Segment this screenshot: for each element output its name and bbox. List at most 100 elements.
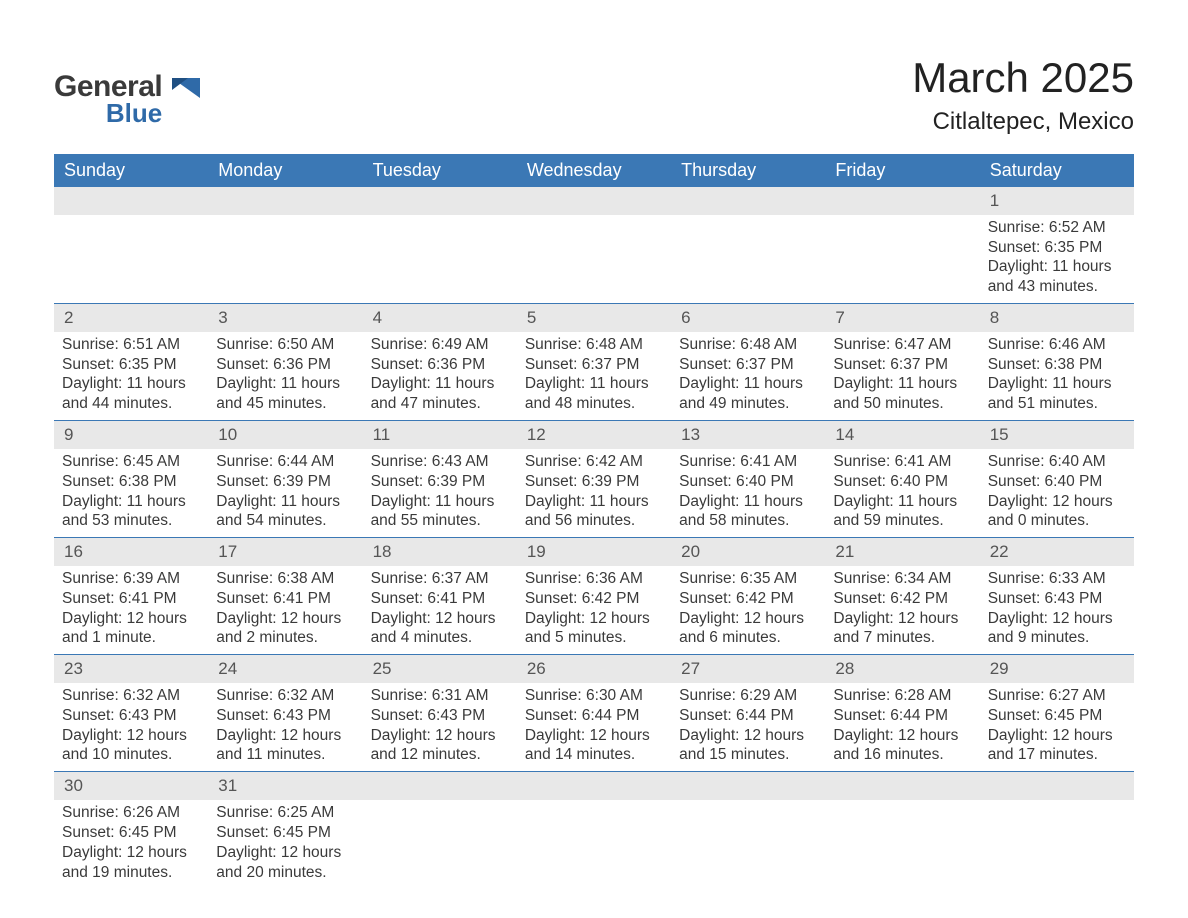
brand-word2: Blue [106,100,162,126]
day-sunrise: Sunrise: 6:29 AM [679,686,817,706]
day-sunrise: Sunrise: 6:51 AM [62,335,200,355]
day-daylight: Daylight: 11 hours and 43 minutes. [988,257,1126,297]
day-sunset: Sunset: 6:37 PM [679,355,817,375]
calendar-cell: 31Sunrise: 6:25 AMSunset: 6:45 PMDayligh… [208,772,362,889]
calendar-cell [363,187,517,304]
day-number: 26 [517,655,671,683]
day-number: 8 [980,304,1134,332]
day-info: Sunrise: 6:26 AMSunset: 6:45 PMDaylight:… [54,800,208,884]
day-number [363,187,517,215]
day-number: 10 [208,421,362,449]
day-number: 5 [517,304,671,332]
day-sunrise: Sunrise: 6:30 AM [525,686,663,706]
day-sunrise: Sunrise: 6:41 AM [679,452,817,472]
day-daylight: Daylight: 11 hours and 45 minutes. [216,374,354,414]
day-sunrise: Sunrise: 6:43 AM [371,452,509,472]
day-info: Sunrise: 6:30 AMSunset: 6:44 PMDaylight:… [517,683,671,767]
day-info: Sunrise: 6:41 AMSunset: 6:40 PMDaylight:… [671,449,825,533]
calendar-cell: 12Sunrise: 6:42 AMSunset: 6:39 PMDayligh… [517,421,671,538]
day-number: 7 [825,304,979,332]
day-info: Sunrise: 6:28 AMSunset: 6:44 PMDaylight:… [825,683,979,767]
calendar-cell: 19Sunrise: 6:36 AMSunset: 6:42 PMDayligh… [517,538,671,655]
day-sunset: Sunset: 6:41 PM [371,589,509,609]
day-info: Sunrise: 6:39 AMSunset: 6:41 PMDaylight:… [54,566,208,650]
day-sunset: Sunset: 6:39 PM [525,472,663,492]
day-info: Sunrise: 6:45 AMSunset: 6:38 PMDaylight:… [54,449,208,533]
day-number: 29 [980,655,1134,683]
day-daylight: Daylight: 12 hours and 12 minutes. [371,726,509,766]
day-sunset: Sunset: 6:43 PM [988,589,1126,609]
day-sunrise: Sunrise: 6:52 AM [988,218,1126,238]
day-sunset: Sunset: 6:36 PM [216,355,354,375]
day-info: Sunrise: 6:51 AMSunset: 6:35 PMDaylight:… [54,332,208,416]
day-daylight: Daylight: 11 hours and 50 minutes. [833,374,971,414]
page-title: March 2025 [912,54,1134,102]
day-info: Sunrise: 6:37 AMSunset: 6:41 PMDaylight:… [363,566,517,650]
day-sunrise: Sunrise: 6:27 AM [988,686,1126,706]
day-number: 1 [980,187,1134,215]
day-sunrise: Sunrise: 6:34 AM [833,569,971,589]
day-number: 23 [54,655,208,683]
day-info: Sunrise: 6:33 AMSunset: 6:43 PMDaylight:… [980,566,1134,650]
day-daylight: Daylight: 11 hours and 47 minutes. [371,374,509,414]
day-sunrise: Sunrise: 6:33 AM [988,569,1126,589]
day-daylight: Daylight: 12 hours and 1 minute. [62,609,200,649]
day-number: 25 [363,655,517,683]
calendar-cell: 2Sunrise: 6:51 AMSunset: 6:35 PMDaylight… [54,304,208,421]
day-daylight: Daylight: 12 hours and 0 minutes. [988,492,1126,532]
day-daylight: Daylight: 11 hours and 53 minutes. [62,492,200,532]
day-sunset: Sunset: 6:38 PM [988,355,1126,375]
day-sunrise: Sunrise: 6:32 AM [216,686,354,706]
day-daylight: Daylight: 11 hours and 58 minutes. [679,492,817,532]
day-info: Sunrise: 6:41 AMSunset: 6:40 PMDaylight:… [825,449,979,533]
day-info: Sunrise: 6:25 AMSunset: 6:45 PMDaylight:… [208,800,362,884]
day-daylight: Daylight: 12 hours and 4 minutes. [371,609,509,649]
day-sunrise: Sunrise: 6:32 AM [62,686,200,706]
day-number: 13 [671,421,825,449]
calendar-cell: 8Sunrise: 6:46 AMSunset: 6:38 PMDaylight… [980,304,1134,421]
day-daylight: Daylight: 12 hours and 9 minutes. [988,609,1126,649]
calendar-cell [363,772,517,889]
day-sunset: Sunset: 6:40 PM [833,472,971,492]
day-number [671,772,825,800]
day-number: 11 [363,421,517,449]
day-number [517,772,671,800]
day-info: Sunrise: 6:32 AMSunset: 6:43 PMDaylight:… [208,683,362,767]
day-info: Sunrise: 6:38 AMSunset: 6:41 PMDaylight:… [208,566,362,650]
day-sunrise: Sunrise: 6:35 AM [679,569,817,589]
calendar-table: SundayMondayTuesdayWednesdayThursdayFrid… [54,154,1134,888]
day-sunset: Sunset: 6:42 PM [525,589,663,609]
day-info: Sunrise: 6:49 AMSunset: 6:36 PMDaylight:… [363,332,517,416]
day-number [980,772,1134,800]
day-number [825,187,979,215]
day-sunset: Sunset: 6:44 PM [833,706,971,726]
day-info: Sunrise: 6:47 AMSunset: 6:37 PMDaylight:… [825,332,979,416]
day-number [363,772,517,800]
day-number: 27 [671,655,825,683]
day-number: 28 [825,655,979,683]
day-sunset: Sunset: 6:39 PM [371,472,509,492]
weekday-header: Wednesday [517,154,671,187]
calendar-cell: 16Sunrise: 6:39 AMSunset: 6:41 PMDayligh… [54,538,208,655]
day-info: Sunrise: 6:29 AMSunset: 6:44 PMDaylight:… [671,683,825,767]
day-daylight: Daylight: 12 hours and 5 minutes. [525,609,663,649]
day-sunrise: Sunrise: 6:45 AM [62,452,200,472]
day-sunrise: Sunrise: 6:28 AM [833,686,971,706]
day-number: 14 [825,421,979,449]
day-number: 2 [54,304,208,332]
day-daylight: Daylight: 11 hours and 56 minutes. [525,492,663,532]
calendar-cell: 17Sunrise: 6:38 AMSunset: 6:41 PMDayligh… [208,538,362,655]
day-number: 30 [54,772,208,800]
day-info: Sunrise: 6:48 AMSunset: 6:37 PMDaylight:… [671,332,825,416]
weekday-header: Monday [208,154,362,187]
day-daylight: Daylight: 12 hours and 17 minutes. [988,726,1126,766]
day-sunrise: Sunrise: 6:37 AM [371,569,509,589]
day-daylight: Daylight: 12 hours and 15 minutes. [679,726,817,766]
day-number: 24 [208,655,362,683]
calendar-cell: 27Sunrise: 6:29 AMSunset: 6:44 PMDayligh… [671,655,825,772]
calendar-cell: 23Sunrise: 6:32 AMSunset: 6:43 PMDayligh… [54,655,208,772]
day-info: Sunrise: 6:34 AMSunset: 6:42 PMDaylight:… [825,566,979,650]
day-daylight: Daylight: 12 hours and 7 minutes. [833,609,971,649]
day-sunset: Sunset: 6:36 PM [371,355,509,375]
calendar-cell: 28Sunrise: 6:28 AMSunset: 6:44 PMDayligh… [825,655,979,772]
